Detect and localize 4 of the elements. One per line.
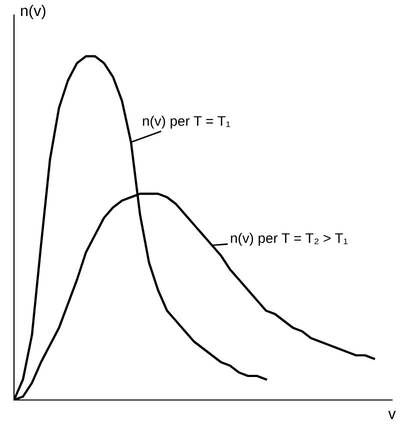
- series-label: n(v) per T = T₁: [142, 116, 230, 129]
- x-axis-title: v: [388, 410, 396, 419]
- y-axis-title: n(v): [21, 4, 46, 20]
- legend-label: n(v) per T = T₂ > T₁: [230, 232, 348, 246]
